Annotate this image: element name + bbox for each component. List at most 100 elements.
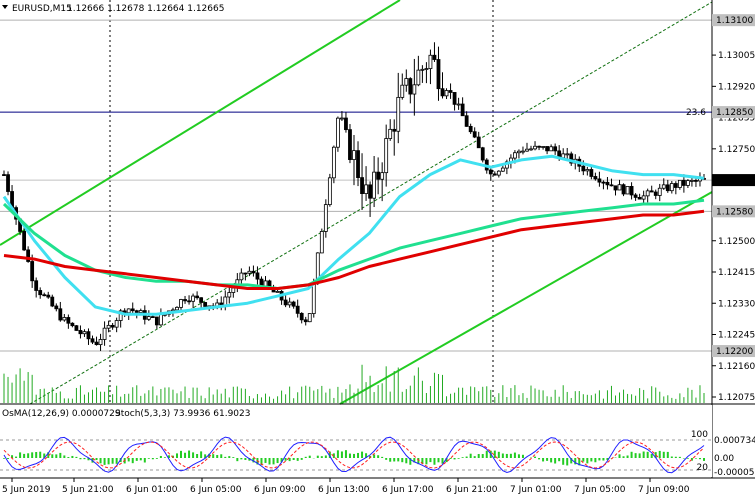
candle-body: [243, 272, 248, 275]
candle-body: [175, 306, 179, 311]
candle-body: [38, 290, 43, 296]
time-label: 5 Jun 21:00: [62, 485, 114, 495]
candle-body: [283, 299, 288, 306]
candle-body: [384, 138, 389, 174]
indicator-background[interactable]: [0, 405, 712, 477]
candle-body: [356, 150, 360, 178]
time-axis[interactable]: 5 Jun 2019 5 Jun 21:00 6 Jun 01:00 6 Jun 05…: [2, 478, 690, 495]
candle-body: [500, 167, 505, 172]
candle-body: [420, 68, 425, 71]
candle-body: [54, 305, 59, 310]
candle-body: [331, 146, 336, 179]
candle-body: [106, 324, 111, 329]
candle-body: [154, 316, 159, 326]
candle-body: [179, 299, 183, 308]
candle-body: [404, 78, 409, 86]
candle-body: [203, 302, 208, 307]
candle-body: [372, 171, 377, 199]
candle-body: [464, 115, 469, 127]
time-label: 6 Jun 21:00: [446, 485, 498, 495]
candle-body: [74, 325, 79, 331]
candle-body: [553, 146, 558, 152]
time-label: 7 Jun 01:00: [510, 485, 562, 495]
candle-body: [537, 145, 541, 148]
time-label: 6 Jun 05:00: [190, 485, 242, 495]
candle-body: [589, 169, 594, 177]
collapse-arrow-icon[interactable]: [2, 5, 8, 9]
candle-body: [525, 148, 529, 152]
ohlc-values: 1.12666 1.12678 1.12664 1.12665: [67, 4, 224, 14]
price-tick-label: 1.12750: [718, 145, 755, 155]
candle-body: [223, 296, 228, 306]
indicator-pane[interactable]: 0.0007341 0.00 -0.0000577 100 20: [0, 405, 755, 478]
candle-body: [94, 341, 99, 346]
channel-lower-line[interactable]: [339, 191, 713, 405]
candle-body: [448, 90, 453, 93]
indicator-tick-label: 0.00: [714, 454, 734, 464]
candle-body: [645, 190, 650, 197]
price-axis[interactable]: 1.130951.130051.129201.128351.127501.126…: [712, 14, 755, 403]
candle-body: [649, 190, 654, 193]
candle-body: [118, 310, 123, 321]
candle-body: [681, 179, 686, 186]
candle-body: [436, 59, 441, 90]
candle-body: [424, 68, 429, 70]
candle-body: [311, 281, 316, 314]
candle-body: [275, 290, 280, 293]
moving-averages: [2, 154, 705, 316]
time-label: 6 Jun 01:00: [126, 485, 178, 495]
candle-body: [26, 249, 31, 262]
ma-mid-line: [2, 198, 705, 290]
indicator-tick-label: -0.0000577: [714, 468, 755, 478]
candle-body: [380, 172, 385, 180]
level-label-box: [712, 205, 755, 218]
level-label-level: 1.12580: [716, 207, 753, 217]
channel-upper-line[interactable]: [0, 0, 401, 246]
volume-bars: [3, 364, 705, 403]
candle-body: [673, 183, 678, 188]
candle-body: [669, 183, 674, 192]
price-pane[interactable]: [0, 0, 712, 403]
candle-body: [621, 184, 626, 195]
candle-body: [348, 129, 352, 160]
candle-body: [400, 84, 405, 98]
level-label-level: 1.13100: [716, 16, 753, 26]
candle-body: [150, 316, 155, 319]
candle-body: [392, 128, 397, 132]
candle-body: [569, 153, 574, 164]
candle-body: [541, 146, 545, 148]
level-label-level: 1.12200: [716, 347, 753, 357]
candle-body: [545, 146, 550, 152]
trend-channel[interactable]: [0, 0, 713, 405]
candle-body: [82, 331, 87, 335]
candle-body: [677, 179, 682, 188]
candle-body: [629, 186, 634, 196]
candle-body: [6, 174, 10, 192]
price-tick-label: 1.12415: [718, 268, 755, 278]
candle-body: [30, 261, 35, 282]
candle-body: [408, 78, 413, 95]
stoch-tick-label: 100: [691, 430, 708, 440]
candle-body: [601, 181, 606, 184]
candle-body: [581, 165, 586, 172]
candle-body: [251, 270, 256, 274]
candle-body: [98, 339, 103, 346]
candle-body: [70, 322, 75, 327]
symbol-timeframe: EURUSD,M15: [12, 4, 72, 14]
time-label: 5 Jun 2019: [2, 485, 51, 495]
channel-mid-line[interactable]: [29, 1, 713, 405]
candle-body: [327, 177, 332, 206]
candle-body: [199, 297, 204, 303]
price-tick-label: 1.12160: [718, 362, 755, 372]
candle-body: [102, 327, 107, 340]
candle-body: [126, 308, 131, 314]
osma-label: OsMA(12,26,9) 0.0000729: [2, 409, 121, 419]
candle-body: [549, 146, 554, 152]
candle-body: [529, 148, 533, 151]
candle-body: [488, 169, 493, 175]
candle-body: [134, 310, 139, 313]
time-label: 6 Jun 13:00: [318, 485, 370, 495]
candle-body: [376, 171, 381, 180]
